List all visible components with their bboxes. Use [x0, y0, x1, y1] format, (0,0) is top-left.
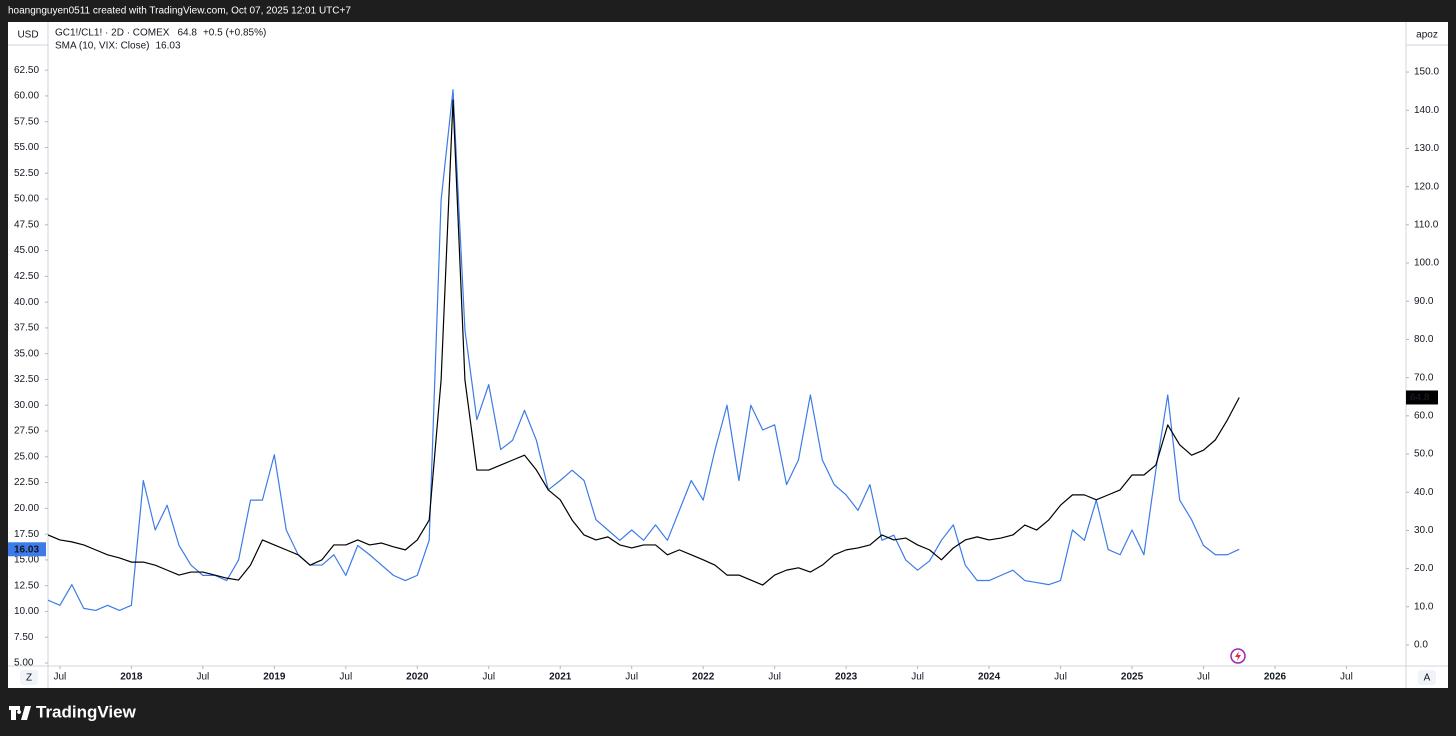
event-circle[interactable]	[1230, 648, 1246, 664]
x-tick-label: 2026	[1264, 672, 1287, 683]
chart-panel	[8, 22, 1448, 688]
y-tick-label: 17.50	[14, 529, 39, 540]
price-badge	[1406, 390, 1438, 405]
y2-tick-label: 60.0	[1414, 410, 1434, 421]
x-tick-label: 2018	[120, 672, 143, 683]
x-tick-label: 2024	[978, 672, 1001, 683]
y-tick-label: 55.00	[14, 142, 39, 153]
y-tick-label: 7.50	[14, 632, 34, 643]
y-tick-label: 45.00	[14, 245, 39, 256]
y2-tick-label: 50.0	[1414, 449, 1434, 460]
x-tick-label: Jul	[482, 672, 495, 683]
series-line	[48, 99, 1240, 586]
y-tick-label: 5.00	[14, 658, 34, 669]
price-badge-label: 64.8	[1410, 393, 1430, 404]
banner-text: hoangnguyen0511 created with TradingView…	[8, 6, 351, 17]
y2-tick-label: 100.0	[1414, 258, 1439, 269]
y-tick-label: 22.50	[14, 477, 39, 488]
x-tick-label: Jul	[339, 672, 352, 683]
y-tick-label: 27.50	[14, 426, 39, 437]
y-tick-label: 12.50	[14, 580, 39, 591]
y-tick-label: 40.00	[14, 297, 39, 308]
x-tick-label: 2022	[692, 672, 715, 683]
x-tick-label: 2019	[263, 672, 286, 683]
y2-tick-label: 20.0	[1414, 563, 1434, 574]
brand-logo	[9, 706, 31, 720]
x-tick-label: Jul	[1340, 672, 1353, 683]
series-line	[48, 89, 1240, 612]
y2-tick-label: 150.0	[1414, 67, 1439, 78]
x-tick-label: Jul	[196, 672, 209, 683]
y-tick-label: 35.00	[14, 348, 39, 359]
y2-axis-label: apoz	[1416, 30, 1438, 41]
series-change: +0.5 (+0.85%)	[203, 28, 266, 39]
x-tick-label: Jul	[54, 672, 67, 683]
y-tick-label: 62.50	[14, 65, 39, 76]
y2-tick-label: 90.0	[1414, 296, 1434, 307]
auto-button[interactable]	[1418, 670, 1436, 685]
event-icon[interactable]	[1230, 648, 1246, 664]
indicator-last-value: 16.03	[155, 41, 180, 52]
auto-button-label[interactable]: A	[1424, 673, 1431, 684]
x-tick-label: Jul	[625, 672, 638, 683]
event-bolt[interactable]	[1235, 651, 1241, 661]
y2-tick-label: 80.0	[1414, 334, 1434, 345]
y2-tick-label: 110.0	[1414, 219, 1439, 230]
x-tick-label: Jul	[1054, 672, 1067, 683]
y-tick-label: 30.00	[14, 400, 39, 411]
x-tick-label: Jul	[768, 672, 781, 683]
x-tick-label: 2021	[549, 672, 572, 683]
y2-tick-label: 130.0	[1414, 143, 1439, 154]
y2-tick-label: 140.0	[1414, 105, 1439, 116]
header-legend: GC1!/CL1! · 2D · COMEX 64.8 +0.5 (+0.85%…	[55, 28, 266, 52]
y-tick-label: 60.00	[14, 91, 39, 102]
x-tick-label: 2023	[835, 672, 858, 683]
brand-name: TradingView	[36, 702, 137, 721]
y-tick-label: 20.00	[14, 503, 39, 514]
x-tick-label: 2025	[1121, 672, 1144, 683]
y-tick-label: 47.50	[14, 219, 39, 230]
scale-button[interactable]	[20, 670, 38, 685]
x-tick-label: Jul	[911, 672, 924, 683]
y-tick-label: 50.00	[14, 194, 39, 205]
y2-tick-label: 0.0	[1414, 640, 1428, 651]
y-axis-label: USD	[17, 30, 38, 41]
y-tick-label: 37.50	[14, 323, 39, 334]
y2-tick-label: 70.0	[1414, 372, 1434, 383]
series-last-value: 64.8	[177, 28, 197, 39]
y-tick-label: 57.50	[14, 116, 39, 127]
y-tick-label: 25.00	[14, 451, 39, 462]
scale-button-label[interactable]: Z	[26, 673, 32, 684]
y-tick-label: 32.50	[14, 374, 39, 385]
x-tick-label: 2020	[406, 672, 429, 683]
price-badge	[8, 542, 46, 557]
y-tick-label: 42.50	[14, 271, 39, 282]
y2-tick-label: 40.0	[1414, 487, 1434, 498]
y2-tick-label: 120.0	[1414, 181, 1439, 192]
indicator-name: SMA (10, VIX: Close)	[55, 41, 149, 52]
y-tick-label: 10.00	[14, 606, 39, 617]
y2-tick-label: 10.0	[1414, 601, 1434, 612]
y-tick-label: 15.00	[14, 555, 39, 566]
price-badge-label: 16.03	[14, 544, 39, 555]
y2-tick-label: 30.0	[1414, 525, 1434, 536]
series-name: GC1!/CL1! · 2D · COMEX	[55, 28, 170, 39]
x-tick-label: Jul	[1197, 672, 1210, 683]
y-tick-label: 52.50	[14, 168, 39, 179]
